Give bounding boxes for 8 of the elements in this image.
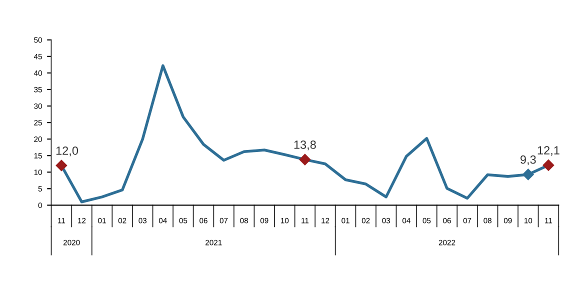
data-label: 13,8 bbox=[294, 140, 316, 150]
data-label: 12,1 bbox=[538, 146, 560, 156]
data-label: 12,0 bbox=[56, 146, 78, 156]
point bbox=[522, 168, 534, 180]
point bbox=[56, 160, 68, 172]
data-label: 9,3 bbox=[520, 155, 536, 166]
point bbox=[542, 160, 554, 171]
point bbox=[299, 154, 311, 166]
